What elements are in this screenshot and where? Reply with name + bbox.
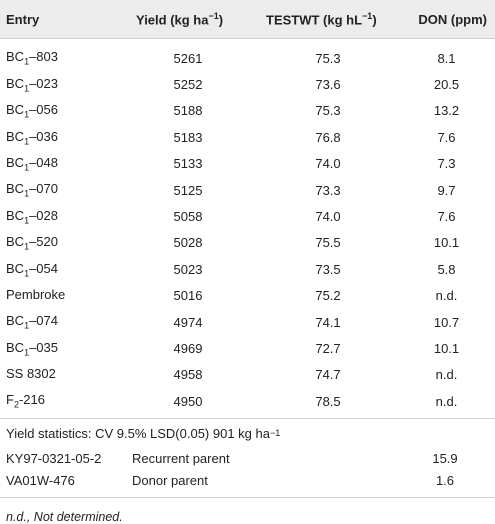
don-cell: 10.1 <box>433 235 460 251</box>
parent-row: VA01W-476 Donor parent 1.6 <box>0 469 495 491</box>
testwt-cell: 78.5 <box>315 393 341 409</box>
testwt-cell: 75.3 <box>315 50 341 66</box>
table-row: BC1–023 5252 73.6 20.5 <box>0 71 495 97</box>
testwt-cell: 74.1 <box>315 314 341 330</box>
testwt-cell: 74.0 <box>315 209 341 225</box>
parent-rows: KY97-0321-05-2 Recurrent parent 15.9 VA01W-… <box>0 447 495 491</box>
don-cell: 8.1 <box>437 50 456 66</box>
don-cell: 5.8 <box>437 261 456 277</box>
table-row: BC1–054 5023 73.5 5.8 <box>0 256 495 282</box>
entry-cell: BC1–035 <box>6 339 58 358</box>
entry-cell: BC1–070 <box>6 181 58 199</box>
table-row: BC1–074 4974 74.1 10.7 <box>0 309 495 335</box>
yield-cell: 5133 <box>173 156 203 172</box>
yield-cell: 5016 <box>173 288 203 304</box>
yield-cell: 4950 <box>173 393 203 409</box>
don-cell: 7.6 <box>437 209 456 225</box>
don-cell: 7.6 <box>437 129 456 145</box>
entry-cell: BC1–056 <box>6 102 58 120</box>
yield-cell: 5125 <box>173 182 203 198</box>
yield-cell: 5261 <box>173 50 203 66</box>
header-don: DON (ppm) <box>418 11 487 27</box>
yield-cell: 4969 <box>173 340 203 356</box>
entry-cell: Pembroke <box>6 286 66 302</box>
yield-cell: 4958 <box>173 367 203 383</box>
testwt-cell: 73.3 <box>315 182 341 198</box>
entry-cell: BC1–028 <box>6 207 58 226</box>
don-cell: n.d. <box>435 288 458 304</box>
testwt-cell: 74.0 <box>315 156 341 172</box>
divider <box>0 418 495 420</box>
testwt-cell: 74.7 <box>315 367 341 383</box>
don-cell: 13.2 <box>433 103 460 119</box>
testwt-cell: 75.2 <box>315 288 341 304</box>
parent-name: KY97-0321-05-2 <box>6 450 102 466</box>
testwt-cell: 75.5 <box>315 235 341 251</box>
parent-don: 1.6 <box>435 472 455 488</box>
table-row: BC1–056 5188 75.3 13.2 <box>0 98 495 124</box>
table-row: BC1–803 5261 75.3 8.1 <box>0 45 495 71</box>
don-cell: n.d. <box>435 367 458 383</box>
entry-cell: BC1–520 <box>6 234 58 252</box>
table-row: BC1–070 5125 73.3 9.7 <box>0 177 495 203</box>
testwt-cell: 73.6 <box>315 77 341 93</box>
entry-cell: BC1–023 <box>6 75 58 94</box>
parent-role: Donor parent <box>132 472 208 488</box>
don-cell: 9.7 <box>437 182 456 198</box>
yield-cell: 5183 <box>173 129 203 145</box>
testwt-cell: 76.8 <box>315 129 341 145</box>
don-cell: 10.1 <box>433 340 460 356</box>
testwt-cell: 75.3 <box>315 103 341 119</box>
table-row: BC1–048 5133 74.0 7.3 <box>0 151 495 177</box>
yield-cell: 5023 <box>173 261 203 277</box>
table-row: F2-216 4950 78.5 n.d. <box>0 388 495 414</box>
yield-cell: 5028 <box>173 235 203 251</box>
table-row: BC1–036 5183 76.8 7.6 <box>0 124 495 150</box>
testwt-cell: 72.7 <box>315 340 341 356</box>
yield-cell: 5252 <box>173 77 203 93</box>
entry-cell: SS 8302 <box>6 366 56 382</box>
parent-row: KY97-0321-05-2 Recurrent parent 15.9 <box>0 447 495 469</box>
entry-cell: F2-216 <box>6 392 45 411</box>
parent-don: 15.9 <box>432 450 458 466</box>
yield-cell: 5188 <box>173 103 203 119</box>
don-cell: 7.3 <box>437 156 456 172</box>
header-entry: Entry <box>6 11 40 27</box>
entry-cell: BC1–036 <box>6 128 58 147</box>
yield-cell: 5058 <box>173 209 203 225</box>
don-cell: n.d. <box>435 393 458 409</box>
table-header: Entry Yield (kg ha−1) TESTWT (kg hL−1) D… <box>0 0 495 39</box>
footnote: n.d., Not determined. <box>6 510 123 524</box>
table-row: Pembroke 5016 75.2 n.d. <box>0 283 495 309</box>
entry-cell: BC1–074 <box>6 313 58 331</box>
parent-role: Recurrent parent <box>132 450 230 466</box>
table-row: BC1–035 4969 72.7 10.1 <box>0 335 495 361</box>
table-body: BC1–803 5261 75.3 8.1 BC1–023 5252 73.6 20.5 BC1… <box>0 39 495 414</box>
testwt-cell: 73.5 <box>315 261 341 277</box>
table-row: SS 8302 4958 74.7 n.d. <box>0 362 495 388</box>
header-testwt: TESTWT (kg hL−1) <box>266 10 377 28</box>
table-row: BC1–520 5028 75.5 10.1 <box>0 230 495 256</box>
yield-cell: 4974 <box>173 314 203 330</box>
parent-name: VA01W-476 <box>6 472 75 488</box>
header-yield: Yield (kg ha−1) <box>136 10 224 28</box>
yield-statistics: Yield statistics: CV 9.5% LSD(0.05) 901 … <box>6 425 281 441</box>
entry-cell: BC1–803 <box>6 49 58 67</box>
table-row: BC1–028 5058 74.0 7.6 <box>0 203 495 229</box>
entry-cell: BC1–054 <box>6 260 58 279</box>
don-cell: 10.7 <box>433 314 460 330</box>
entry-cell: BC1–048 <box>6 154 58 173</box>
don-cell: 20.5 <box>433 77 460 93</box>
